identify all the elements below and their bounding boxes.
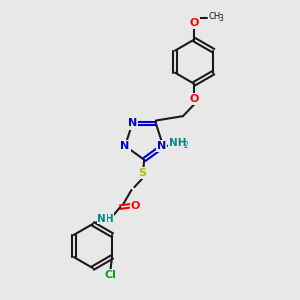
Text: 2: 2 [184, 141, 188, 150]
Text: H: H [105, 214, 113, 224]
Text: Cl: Cl [105, 270, 116, 280]
Text: S: S [139, 168, 147, 178]
Text: N: N [128, 118, 137, 128]
Text: N: N [97, 214, 106, 224]
Text: O: O [131, 201, 140, 211]
Text: N: N [120, 141, 130, 151]
Text: N: N [157, 141, 166, 151]
Text: O: O [190, 18, 199, 28]
Text: O: O [190, 94, 199, 104]
Text: NH: NH [169, 138, 187, 148]
Text: 3: 3 [218, 14, 223, 23]
Text: CH: CH [208, 12, 220, 21]
